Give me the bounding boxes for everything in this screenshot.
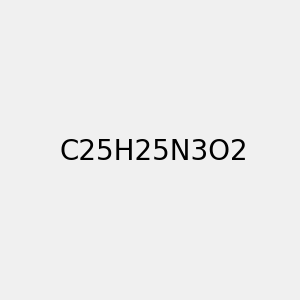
Text: C25H25N3O2: C25H25N3O2 (59, 137, 248, 166)
